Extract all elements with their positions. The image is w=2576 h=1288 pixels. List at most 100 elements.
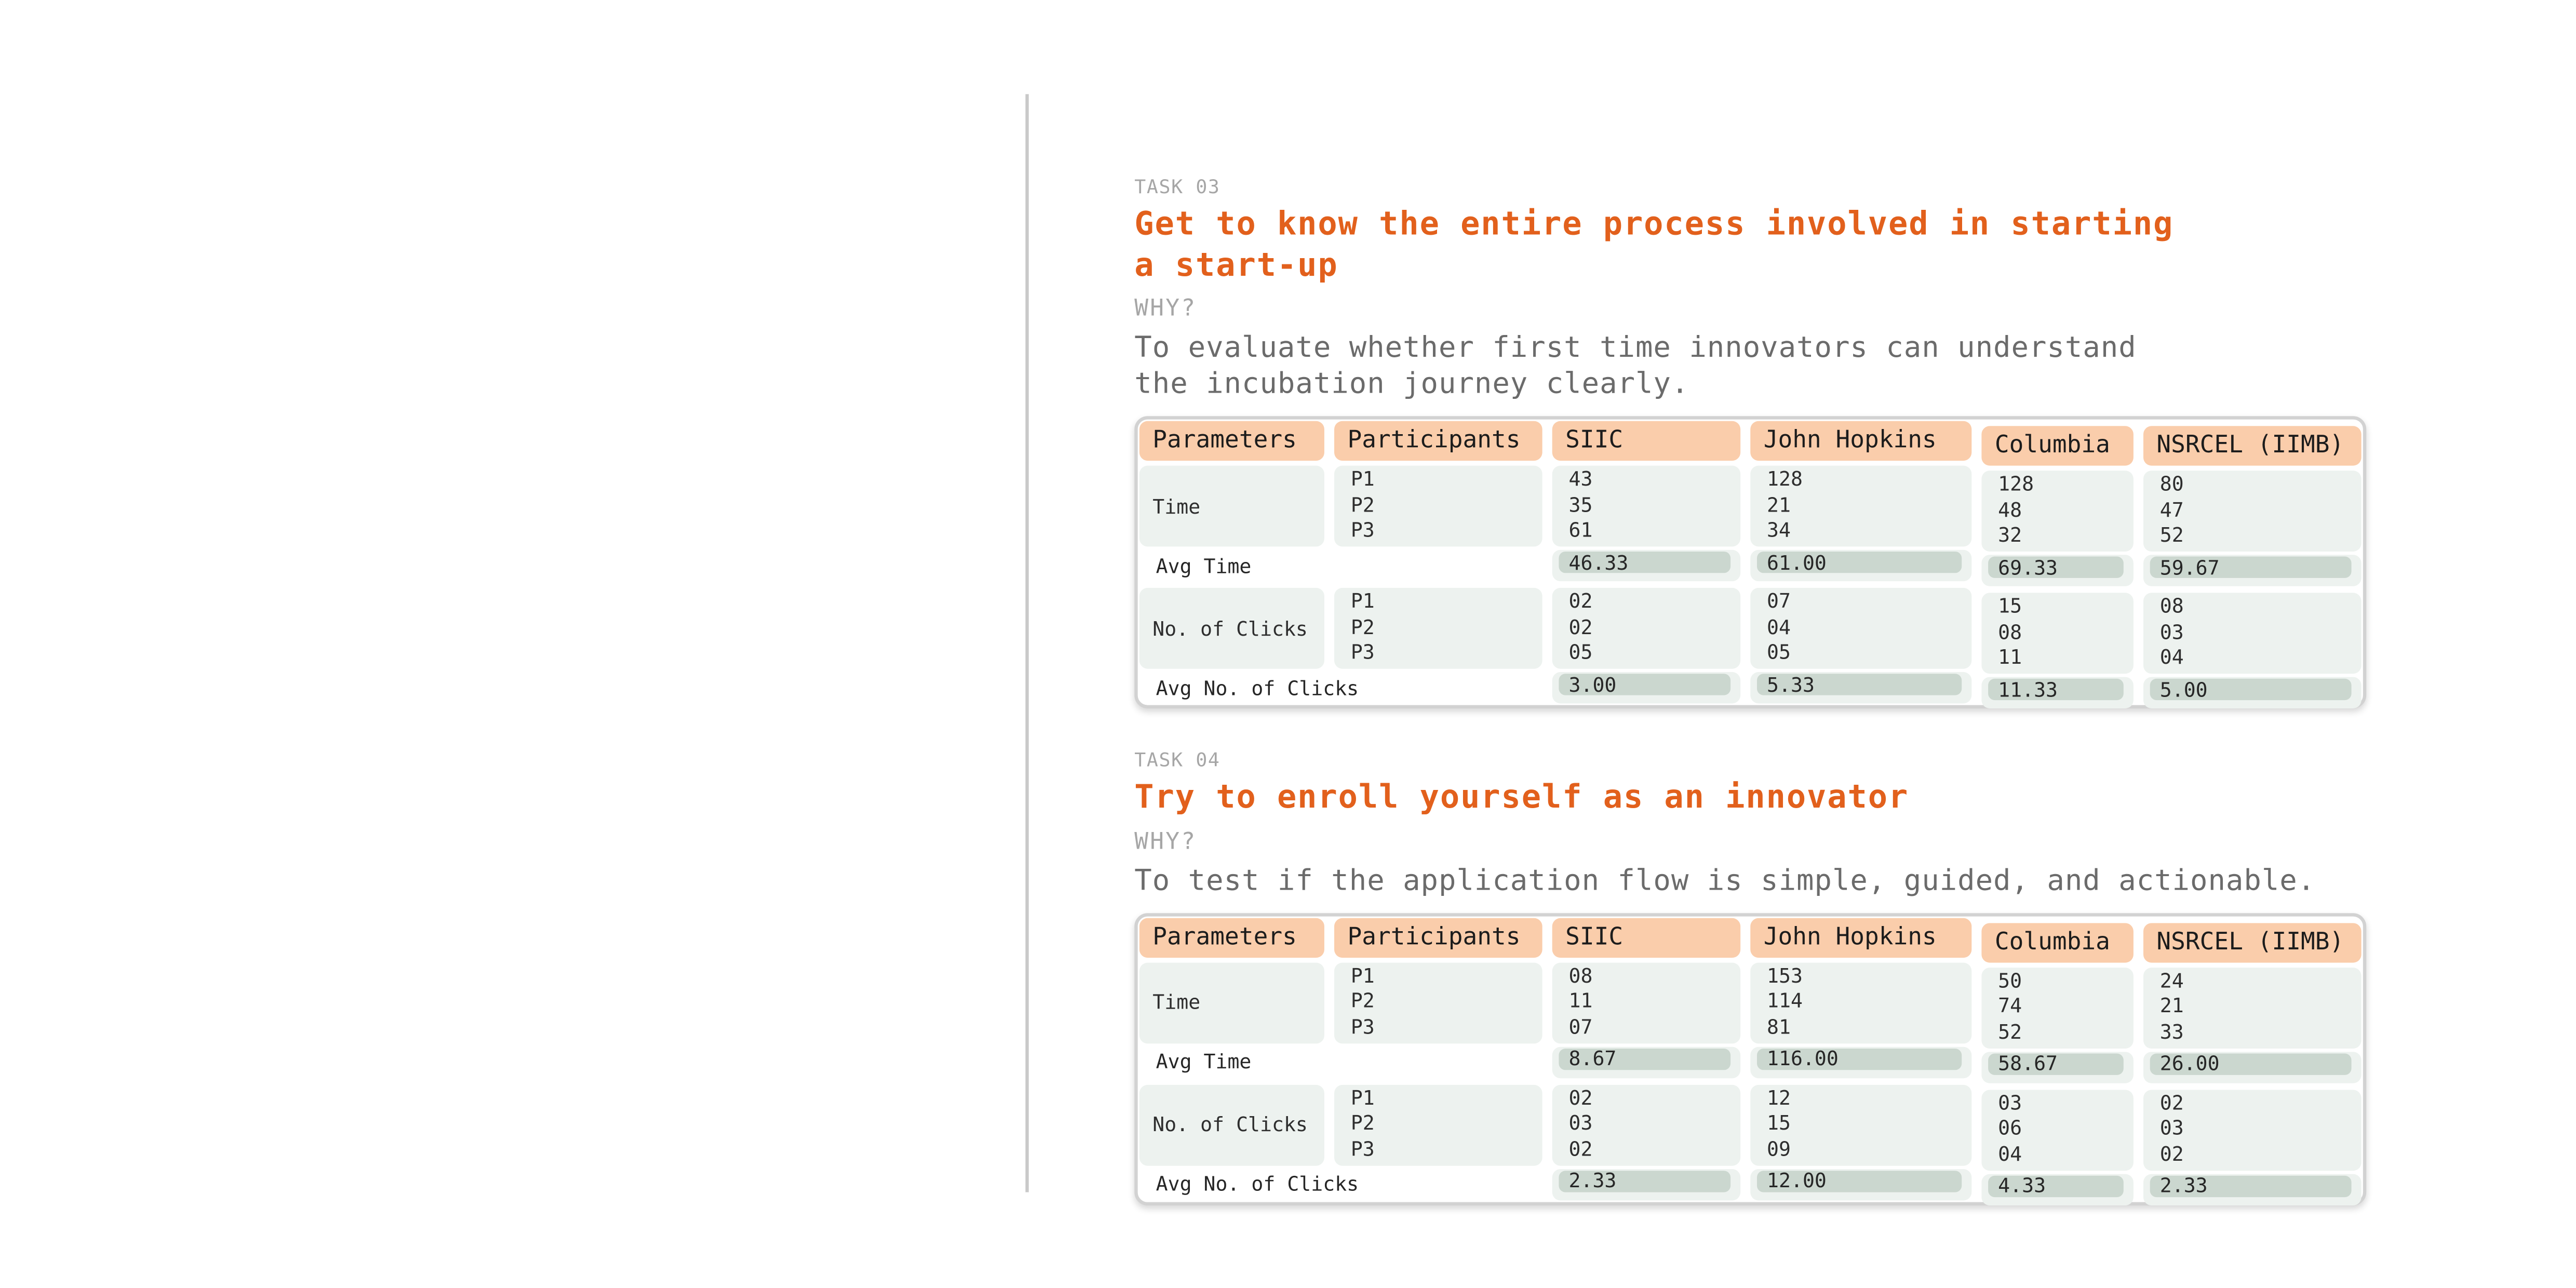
header-cell: Participants	[1334, 421, 1542, 461]
participant-label: P1	[1350, 1086, 1375, 1109]
value: 09	[1767, 1137, 1791, 1161]
participants-cell: P1 P2 P3	[1334, 587, 1542, 669]
value: 02	[1568, 1137, 1593, 1161]
values-cell: 07 04 05	[1750, 587, 1972, 669]
value: 128	[1767, 467, 1803, 491]
parameter-cell: No. of Clicks	[1139, 587, 1324, 669]
values-cell: 153 114 81	[1750, 962, 1972, 1043]
value: 02	[2159, 1142, 2184, 1165]
value: 47	[2159, 498, 2184, 521]
average-value-cell: 46.33	[1552, 549, 1741, 582]
average-value-pill: 12.00	[1756, 1169, 1962, 1192]
average-value-cell: 116.00	[1750, 1046, 1972, 1078]
average-value-pill: 4.33	[1988, 1174, 2124, 1197]
values-cell: 03 06 04	[1981, 1089, 2134, 1170]
value: 03	[1568, 1111, 1593, 1135]
value: 11	[1568, 989, 1593, 1013]
values-cell: 50 74 52	[1981, 967, 2134, 1048]
average-value-pill: 11.33	[1988, 678, 2124, 701]
participant-label: P2	[1350, 1111, 1375, 1135]
value: 07	[1767, 589, 1791, 613]
values-cell: 02 02 05	[1552, 587, 1741, 669]
values-cell: 128 21 34	[1750, 465, 1972, 547]
values-cell: 02 03 02	[2143, 1089, 2362, 1170]
value: 21	[2159, 994, 2184, 1018]
header-cell: Parameters	[1139, 917, 1324, 957]
value: 114	[1767, 989, 1803, 1013]
participant-label: P3	[1350, 519, 1375, 542]
value: 61	[1568, 519, 1593, 542]
header-cell: SIIC	[1552, 917, 1741, 957]
average-value-cell: 5.33	[1750, 672, 1972, 704]
value: 33	[2159, 1020, 2184, 1043]
value: 04	[2159, 646, 2184, 669]
header-cell: Columbia	[1981, 922, 2134, 962]
value: 08	[1568, 964, 1593, 987]
value: 11	[1998, 646, 2022, 669]
average-value-cell: 8.67	[1552, 1046, 1741, 1078]
value: 43	[1568, 467, 1593, 491]
header-cell: Participants	[1334, 917, 1542, 957]
average-value-cell: 2.33	[2143, 1173, 2362, 1205]
participant-label: P1	[1350, 589, 1375, 613]
values-cell: 08 03 04	[2143, 593, 2362, 674]
parameter-row: No. of Clicks P1 P2 P3 02 03 02 12 15 09 03 06 04 02 0…	[1139, 1084, 2362, 1170]
average-value-pill: 2.33	[2150, 1174, 2352, 1197]
average-value-cell: 4.33	[1981, 1173, 2134, 1205]
value: 08	[2159, 595, 2184, 618]
values-cell: 15 08 11	[1981, 593, 2134, 674]
average-row: Avg No. of Clicks 3.00 5.33 11.33 5.00	[1139, 672, 2362, 708]
value: 153	[1767, 964, 1803, 987]
average-value-pill: 46.33	[1559, 551, 1731, 574]
table-header-row: Parameters Participants SIIC John Hopkins Co…	[1139, 421, 2362, 466]
average-value-pill: 8.67	[1559, 1047, 1731, 1070]
parameter-row: Time P1 P2 P3 43 35 61 128 21 34 128 48 32 80 47 52	[1139, 465, 2362, 552]
participant-label: P1	[1350, 964, 1375, 987]
parameter-row: Time P1 P2 P3 08 11 07 153 114 81 50 74 52 24 21 33	[1139, 962, 2362, 1048]
parameter-cell: Time	[1139, 465, 1324, 547]
average-label-cell: Avg Time	[1156, 554, 1252, 578]
participant-label: P3	[1350, 641, 1375, 664]
average-value-pill: 5.33	[1756, 673, 1962, 696]
average-row: Avg Time 8.67 116.00 58.67 26.00	[1139, 1046, 2362, 1083]
value: 74	[1998, 994, 2022, 1018]
value: 02	[1568, 1086, 1593, 1109]
values-cell: 128 48 32	[1981, 471, 2134, 552]
value: 128	[1998, 473, 2034, 496]
header-cell: John Hopkins	[1750, 917, 1972, 957]
value: 03	[2159, 1117, 2184, 1140]
value: 80	[2159, 473, 2184, 496]
participant-label: P2	[1350, 493, 1375, 517]
task-title: Get to know the entire process involved …	[1134, 205, 2174, 284]
average-value-pill: 69.33	[1988, 556, 2124, 579]
why-label: WHY?	[1134, 296, 1197, 322]
values-cell: 08 11 07	[1552, 962, 1741, 1043]
participant-label: P2	[1350, 989, 1375, 1013]
header-cell: NSRCEL (IIMB)	[2143, 922, 2362, 962]
value: 34	[1767, 519, 1791, 542]
value: 15	[1998, 595, 2022, 618]
average-value-cell: 11.33	[1981, 677, 2134, 708]
average-value-cell: 3.00	[1552, 672, 1741, 704]
value: 32	[1998, 524, 2022, 547]
participant-label: P2	[1350, 615, 1375, 639]
value: 04	[1998, 1142, 2022, 1165]
average-value-cell: 59.67	[2143, 555, 2362, 586]
value: 05	[1568, 641, 1593, 664]
value: 03	[1998, 1091, 2022, 1115]
average-row: Avg Time 46.33 61.00 69.33 59.67	[1139, 549, 2362, 586]
values-cell: 24 21 33	[2143, 967, 2362, 1048]
values-cell: 12 15 09	[1750, 1084, 1972, 1165]
average-label-cell: Avg No. of Clicks	[1156, 1172, 1359, 1196]
vertical-divider	[1025, 94, 1029, 1192]
average-value-cell: 61.00	[1750, 549, 1972, 582]
results-table: Parameters Participants SIIC John Hopkins Co…	[1134, 912, 2367, 1205]
value: 24	[2159, 969, 2184, 992]
average-label-cell: Avg Time	[1156, 1050, 1252, 1074]
average-value-pill: 61.00	[1756, 551, 1962, 574]
why-text: To test if the application flow is simpl…	[1134, 864, 2316, 898]
value: 07	[1568, 1015, 1593, 1039]
value: 06	[1998, 1117, 2022, 1140]
value: 02	[2159, 1091, 2184, 1115]
